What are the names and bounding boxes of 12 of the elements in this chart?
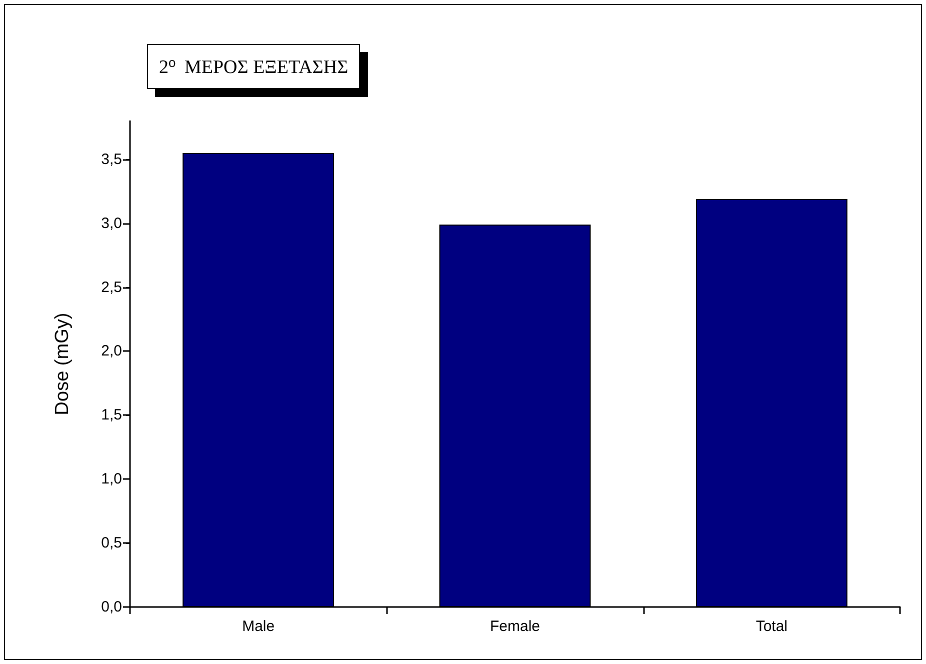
y-tick-label: 2,5: [101, 278, 122, 296]
x-tick-label: Female: [490, 618, 540, 635]
y-tick-label: 1,0: [101, 470, 122, 488]
x-tick-label: Male: [242, 618, 275, 635]
y-tick-label: 0,5: [101, 534, 122, 552]
y-tick-label: 0,0: [101, 598, 122, 616]
y-tick-label: 2,0: [101, 342, 122, 360]
y-tick-label: 3,5: [101, 150, 122, 168]
x-tick-label: Total: [756, 618, 788, 635]
y-axis-title: Dose (mGy): [52, 312, 73, 416]
y-tick-label: 1,5: [101, 406, 122, 424]
y-tick-label: 3,0: [101, 214, 122, 232]
